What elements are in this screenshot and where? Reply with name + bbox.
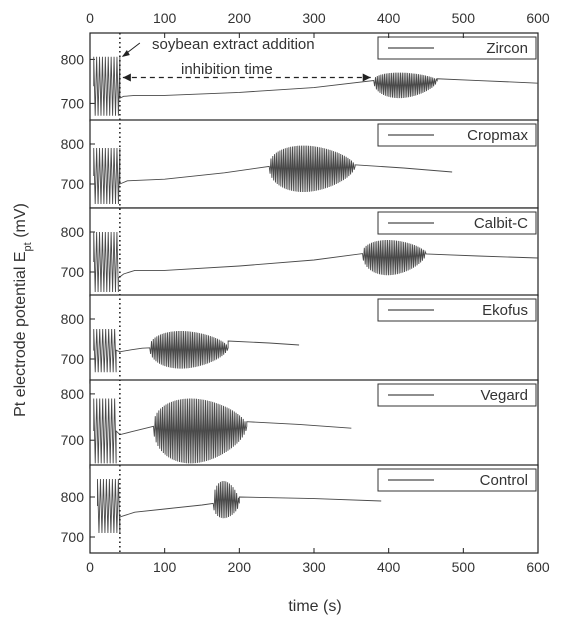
x-axis: 0 0 100 100 200 200 300 300 400 400 500 500 600 600 bbox=[86, 10, 550, 575]
y-tick-label: 800 bbox=[61, 386, 85, 402]
trace-ekofus bbox=[93, 328, 300, 373]
inhibition-arrow-right-head bbox=[362, 73, 371, 82]
legend-label: Calbit-C bbox=[474, 215, 528, 232]
legend-box bbox=[377, 211, 537, 235]
x-tick-label-top: 0 bbox=[86, 10, 94, 26]
y-axis-title: Pt electrode potential Ept (mV) bbox=[12, 203, 34, 417]
y-tick-label: 700 bbox=[61, 95, 85, 111]
x-tick-label-top: 100 bbox=[153, 10, 177, 26]
y-tick-label: 700 bbox=[61, 264, 85, 280]
trace-calbit-c bbox=[93, 231, 539, 293]
panel-ekofus: 700 800 Ekofus bbox=[61, 294, 539, 384]
addition-pointer-head bbox=[121, 50, 130, 57]
x-tick-label-top: 300 bbox=[302, 10, 326, 26]
trace-cropmax bbox=[93, 145, 453, 205]
legend-box bbox=[377, 383, 537, 407]
legend-box bbox=[377, 36, 537, 60]
y-tick-label: 800 bbox=[61, 311, 85, 327]
annotations: soybean extract addition inhibition time bbox=[152, 36, 315, 78]
y-tick-label: 700 bbox=[61, 176, 85, 192]
y-axis-title-subscript: pt bbox=[22, 242, 34, 251]
x-axis-title: time (s) bbox=[288, 598, 341, 615]
x-tick-label-top: 400 bbox=[377, 10, 401, 26]
legend-label: Ekofus bbox=[482, 302, 528, 319]
legend-box bbox=[377, 298, 537, 322]
panel-cropmax: 700 800 Cropmax bbox=[61, 119, 539, 209]
legend-label: Cropmax bbox=[467, 127, 528, 144]
trace-vegard bbox=[93, 398, 352, 464]
x-tick-label-top: 600 bbox=[526, 10, 550, 26]
x-tick-label-bottom: 400 bbox=[377, 559, 401, 575]
legend-label: Control bbox=[480, 472, 528, 489]
y-tick-label: 800 bbox=[61, 51, 85, 67]
x-tick-label-bottom: 0 bbox=[86, 559, 94, 575]
panel-vegard: 700 800 Vegard bbox=[61, 379, 539, 469]
inhibition-arrow-left-head bbox=[122, 73, 131, 82]
y-tick-label: 700 bbox=[61, 351, 85, 367]
legend-box bbox=[377, 468, 537, 492]
y-tick-label: 800 bbox=[61, 224, 85, 240]
x-tick-label-top: 500 bbox=[452, 10, 476, 26]
y-tick-label: 800 bbox=[61, 136, 85, 152]
x-tick-label-bottom: 500 bbox=[452, 559, 476, 575]
y-tick-label: 700 bbox=[61, 432, 85, 448]
trace-zircon bbox=[93, 56, 539, 116]
legend-box bbox=[377, 123, 537, 147]
x-tick-label-bottom: 100 bbox=[153, 559, 177, 575]
legend-label: Zircon bbox=[486, 40, 528, 57]
x-tick-label-bottom: 200 bbox=[228, 559, 252, 575]
y-tick-label: 800 bbox=[61, 489, 85, 505]
panel-control: 700 800 Control bbox=[61, 464, 539, 554]
annotation-inhibition-time: inhibition time bbox=[181, 61, 273, 78]
annotation-addition: soybean extract addition bbox=[152, 36, 315, 53]
panel-calbit-c: 700 800 Calbit-C bbox=[61, 207, 539, 297]
panel-zircon: 700 800 Zircon bbox=[61, 32, 539, 122]
legend-label: Vegard bbox=[480, 387, 528, 404]
x-tick-label-bottom: 600 bbox=[526, 559, 550, 575]
x-tick-label-bottom: 300 bbox=[302, 559, 326, 575]
y-tick-label: 700 bbox=[61, 529, 85, 545]
x-tick-label-top: 200 bbox=[228, 10, 252, 26]
trace-control bbox=[97, 478, 382, 534]
